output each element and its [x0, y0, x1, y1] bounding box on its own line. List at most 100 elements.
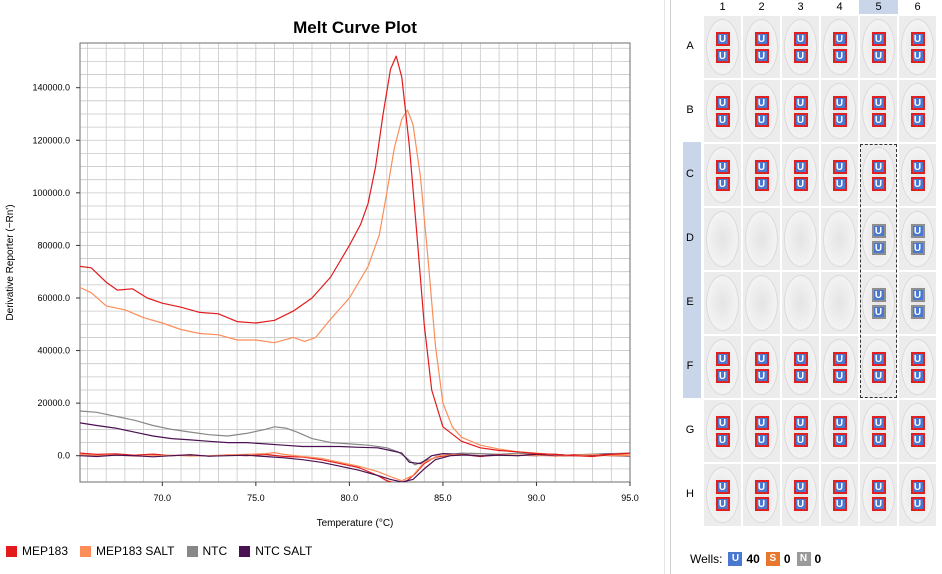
y-tick-label: 20000.0 [37, 398, 70, 408]
unknown-task-icon: U [832, 96, 847, 110]
unknown-task-icon: U [910, 224, 925, 238]
unknown-task-icon: U [871, 288, 886, 302]
well-oval [862, 83, 895, 139]
well-oval [745, 19, 778, 75]
task-n-icon: N [796, 552, 811, 566]
unknown-task-icon: U [910, 288, 925, 302]
legend-item-ntc[interactable]: NTC [186, 544, 227, 558]
well-oval [862, 19, 895, 75]
row-header-f[interactable]: F [686, 360, 694, 372]
unknown-task-icon: U [754, 480, 769, 494]
well-oval [706, 339, 739, 395]
legend-swatch [80, 545, 92, 557]
wells-summary: Wells: U 40 S 0 N 0 [690, 552, 821, 566]
series-line-mep183 [80, 55, 630, 458]
well-oval [784, 83, 817, 139]
well-oval [823, 19, 856, 75]
unknown-task-icon: U [715, 32, 730, 46]
well-oval [784, 403, 817, 459]
unknown-task-icon: U [832, 352, 847, 366]
unknown-task-icon: U [754, 160, 769, 174]
legend-item-mep183-salt[interactable]: MEP183 SALT [80, 544, 175, 558]
well-oval [706, 83, 739, 139]
unknown-task-icon: U [832, 160, 847, 174]
unknown-task-icon: U [832, 369, 847, 383]
unknown-task-icon: U [910, 96, 925, 110]
well-oval [823, 83, 856, 139]
well-oval [784, 19, 817, 75]
unknown-task-icon: U [871, 241, 886, 255]
unknown-task-icon: U [715, 177, 730, 191]
x-tick-label: 70.0 [154, 493, 172, 503]
unknown-task-icon: U [754, 177, 769, 191]
legend-label: NTC SALT [255, 544, 313, 558]
unknown-task-icon: U [715, 433, 730, 447]
legend-item-mep183[interactable]: MEP183 [6, 544, 68, 558]
unknown-task-icon: U [715, 160, 730, 174]
x-tick-label: 90.0 [528, 493, 546, 503]
unknown-task-icon: U [832, 177, 847, 191]
unknown-task-icon: U [793, 480, 808, 494]
row-header-e[interactable]: E [686, 296, 694, 308]
unknown-task-icon: U [871, 113, 886, 127]
well-oval [784, 275, 817, 331]
unknown-task-icon: U [715, 49, 730, 63]
x-tick-label: 85.0 [434, 493, 452, 503]
column-header-4[interactable]: 4 [836, 1, 843, 13]
melt-curve-chart: Melt Curve Plot 70.0 75.0 80.0 85.0 90.0 95.0 0… [5, 18, 639, 558]
unknown-task-icon: U [832, 497, 847, 511]
well-oval [823, 403, 856, 459]
unknown-task-icon: U [715, 416, 730, 430]
unknown-task-icon: U [910, 416, 925, 430]
row-header-h[interactable]: H [686, 488, 694, 500]
unknown-task-icon: U [754, 369, 769, 383]
y-axis-label: Derivative Reporter (−Rn') [5, 204, 16, 320]
well-oval [823, 339, 856, 395]
y-tick-label: 80000.0 [37, 240, 70, 250]
column-header-2[interactable]: 2 [758, 1, 765, 13]
well-oval [706, 275, 739, 331]
unknown-task-icon: U [715, 96, 730, 110]
x-tick-label: 75.0 [247, 493, 265, 503]
well-oval [745, 147, 778, 203]
unknown-task-icon: U [793, 96, 808, 110]
unknown-task-icon: U [871, 224, 886, 238]
unknown-task-icon: U [910, 241, 925, 255]
well-oval [706, 211, 739, 267]
series-line-replicate-6 [80, 453, 630, 482]
row-header-b[interactable]: B [686, 104, 694, 116]
column-header-5[interactable]: 5 [859, 0, 898, 14]
well-oval [823, 147, 856, 203]
well-oval [784, 147, 817, 203]
x-tick-label: 80.0 [341, 493, 359, 503]
y-tick-label: 120000.0 [32, 135, 70, 145]
unknown-task-icon: U [832, 416, 847, 430]
row-header-d[interactable]: D [686, 232, 694, 244]
row-header-a[interactable]: A [686, 40, 694, 52]
unknown-task-icon: U [910, 305, 925, 319]
task-u-icon: U [728, 552, 743, 566]
task-count: 0 [783, 552, 791, 566]
well-oval [745, 83, 778, 139]
y-tick-label: 60000.0 [37, 293, 70, 303]
legend-label: MEP183 [22, 544, 69, 558]
well-oval [784, 467, 817, 523]
y-tick-label: 100000.0 [32, 188, 70, 198]
column-header-1[interactable]: 1 [719, 1, 726, 13]
splitter-grip-icon[interactable]: ⋮ [666, 251, 676, 268]
unknown-task-icon: U [871, 96, 886, 110]
unknown-task-icon: U [715, 369, 730, 383]
well-oval [862, 147, 895, 203]
column-header-6[interactable]: 6 [914, 1, 921, 13]
unknown-task-icon: U [871, 32, 886, 46]
legend-label: MEP183 SALT [96, 544, 175, 558]
well-oval [745, 211, 778, 267]
column-header-3[interactable]: 3 [797, 1, 804, 13]
row-header-g[interactable]: G [685, 424, 695, 436]
row-header-c[interactable]: C [686, 168, 694, 180]
unknown-task-icon: U [910, 177, 925, 191]
row-selection-bar [683, 142, 701, 398]
legend-item-ntc-salt[interactable]: NTC SALT [239, 544, 312, 558]
unknown-task-icon: U [910, 433, 925, 447]
well-oval [823, 275, 856, 331]
